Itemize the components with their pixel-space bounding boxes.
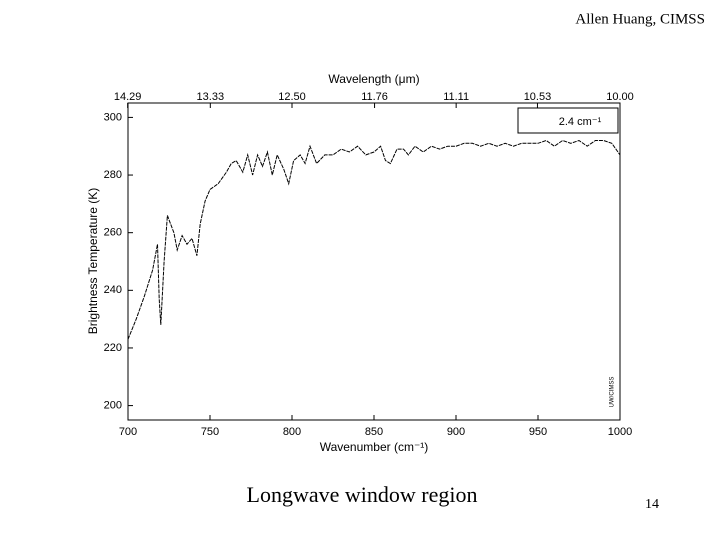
spectrum-line [127, 139, 621, 340]
x-tick-label: 750 [201, 426, 219, 438]
x-tick-label: 1000 [608, 426, 632, 438]
y-tick-label: 200 [104, 399, 122, 411]
x-tick-label: 800 [283, 426, 301, 438]
page-number: 14 [645, 497, 659, 512]
annotation: 2.4 cm⁻¹ [559, 116, 602, 128]
x-axis-label: Wavenumber (cm⁻¹) [320, 440, 429, 454]
top-tick-label: 11.76 [361, 91, 388, 103]
y-tick-label: 220 [104, 342, 122, 354]
caption: Longwave window region [247, 482, 478, 507]
y-axis-label: Brightness Temperature (K) [86, 188, 100, 335]
top-tick-label: 10.00 [606, 91, 634, 103]
x-tick-label: 900 [447, 426, 465, 438]
top-tick-label: 11.11 [443, 91, 469, 103]
top-tick-label: 14.29 [114, 91, 142, 103]
x-tick-label: 700 [119, 426, 137, 438]
top-tick-label: 12.50 [278, 91, 306, 103]
y-tick-label: 300 [104, 111, 122, 123]
top-tick-label: 13.33 [197, 91, 225, 103]
y-tick-label: 280 [104, 169, 122, 181]
y-tick-label: 260 [104, 227, 122, 239]
plot-frame [127, 102, 621, 421]
x-tick-label: 950 [529, 426, 547, 438]
x-tick-label: 850 [365, 426, 383, 438]
watermark: UW/CIMSS [610, 377, 616, 408]
annotation-box [517, 107, 619, 134]
top-axis-label: Wavelength (μm) [328, 72, 419, 86]
top-tick-label: 10.53 [524, 91, 552, 103]
y-tick-label: 240 [104, 284, 122, 296]
header: Allen Huang, CIMSS [575, 11, 705, 27]
